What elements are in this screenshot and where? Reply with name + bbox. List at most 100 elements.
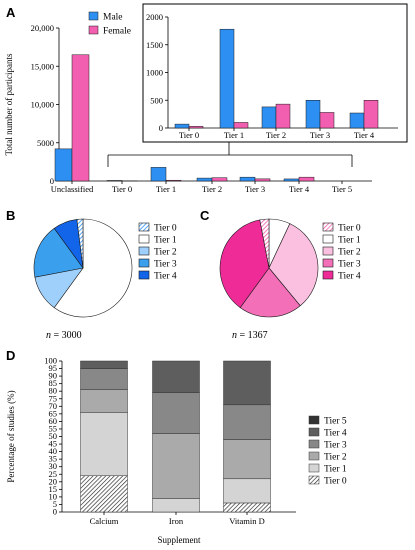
inset-bar-tier-2-female <box>275 103 291 129</box>
inset-bar-tier-1-male <box>219 28 235 129</box>
bar-tier-4-female <box>298 176 315 182</box>
legend-label-tier-2: Tier 2 <box>324 453 347 463</box>
legend-label-tier-0: Tier 0 <box>324 477 347 487</box>
y-tick-label: 5000 <box>37 138 54 148</box>
pie-slice-tier-4 <box>219 219 270 309</box>
pie-slice-tier-3 <box>239 267 301 318</box>
y-tick-label: 25 <box>49 469 58 479</box>
bar-tier-1-female <box>165 179 182 182</box>
y-tick-label: 75 <box>49 393 58 403</box>
y-tick-label: 80 <box>49 386 58 396</box>
y-tick-label: 0 <box>53 507 57 517</box>
inset-x-tick-label: Tier 3 <box>310 130 330 140</box>
legend-swatch-tier-1 <box>322 234 334 244</box>
panel-b-pie-chart: Tier 0 Tier 1 Tier 2 Tier 3 Tier 4 n = 3000 <box>33 218 177 341</box>
y-tick-label: 90 <box>49 371 58 381</box>
legend-swatch-tier-0 <box>308 475 320 485</box>
stack-vitamin-d-tier-4 <box>223 360 271 406</box>
inset-x-tick-label: Tier 0 <box>179 130 199 140</box>
legend-swatch-male <box>88 11 99 21</box>
legend-swatch-tier-1 <box>138 234 150 244</box>
legend-swatch-female <box>88 25 99 35</box>
sample-size-value: = 1367 <box>237 330 268 341</box>
x-axis-label: Supplement <box>158 535 201 545</box>
y-tick-label: 30 <box>49 461 58 471</box>
x-tick-label: Tier 0 <box>112 184 132 194</box>
stack-calcium-tier-0 <box>80 475 128 513</box>
y-axis-label: Percentage of studies (%) <box>6 390 16 482</box>
x-tick-label: Tier 1 <box>156 184 176 194</box>
legend-swatch-tier-3 <box>322 258 334 268</box>
legend-swatch-tier-5 <box>308 415 320 425</box>
inset-bar-tier-4-male <box>349 112 365 129</box>
pie-slice-tier-0 <box>76 218 84 269</box>
sample-size-value: = 3000 <box>51 330 82 341</box>
x-tick-label: Tier 4 <box>289 184 310 194</box>
inset-y-tick-label: 1500 <box>146 40 163 50</box>
y-tick-label: 20 <box>49 476 58 486</box>
legend-label-female: Female <box>103 27 131 37</box>
legend-swatch-tier-4 <box>308 427 320 437</box>
legend-label-tier-3: Tier 3 <box>338 260 361 270</box>
legend-label-tier-2: Tier 2 <box>154 248 177 258</box>
inset-y-tick-label: 500 <box>150 95 163 105</box>
legend-label-tier-1: Tier 1 <box>154 236 177 246</box>
legend-label-tier-0: Tier 0 <box>154 224 177 234</box>
legend-swatch-tier-4 <box>138 270 150 280</box>
inset-y-tick-label: 0 <box>159 123 163 133</box>
panel-label-a: A <box>6 5 16 20</box>
y-tick-label: 10,000 <box>31 100 54 110</box>
panel-a-inset-chart: 0 500 1000 1500 2000 Tier 0 Tier 1 Tier 2 Tier 3… <box>142 3 408 143</box>
stack-calcium-tier-1 <box>80 412 128 477</box>
inset-bar-tier-3-male <box>305 100 321 129</box>
panel-label-b: B <box>6 208 15 223</box>
stack-iron-tier-4 <box>152 360 200 393</box>
stack-vitamin-d-tier-0 <box>223 502 271 513</box>
y-tick-label: 20,000 <box>31 23 54 33</box>
inset-bar-tier-4-female <box>363 100 379 129</box>
pie-slice-tier-3 <box>33 227 84 278</box>
stack-iron-tier-3 <box>152 392 200 434</box>
x-tick-label: Calcium <box>90 516 119 526</box>
x-tick-label: Vitamin D <box>229 516 265 526</box>
legend-swatch-tier-1 <box>308 463 320 473</box>
x-tick-label: Tier 5 <box>332 184 352 194</box>
stack-iron-tier-2 <box>152 433 200 499</box>
legend-label-tier-4: Tier 4 <box>154 272 177 282</box>
bar-tier-0-male <box>106 180 123 182</box>
bar-unclassified-male <box>54 148 73 182</box>
y-tick-label: 60 <box>49 416 58 426</box>
pie-slice-tier-1 <box>53 218 133 318</box>
legend-swatch-tier-2 <box>308 451 320 461</box>
legend-swatch-tier-2 <box>138 246 150 256</box>
x-tick-label: Iron <box>169 516 184 526</box>
sample-size-symbol: n <box>232 330 237 341</box>
legend-swatch-tier-3 <box>308 439 320 449</box>
y-tick-label: 70 <box>49 401 58 411</box>
inset-bar-tier-3-female <box>319 112 335 129</box>
inset-x-tick-label: Tier 1 <box>224 130 244 140</box>
y-axis-label: Total number of participants <box>4 53 14 156</box>
legend-label-tier-3: Tier 3 <box>324 441 347 451</box>
inset-bar-tier-0-female <box>188 126 204 129</box>
bar-tier-3-female <box>254 178 271 182</box>
legend-label-tier-4: Tier 4 <box>338 272 361 282</box>
legend-swatch-tier-0 <box>322 222 334 232</box>
panel-label-d: D <box>6 348 15 363</box>
inset-bar-tier-1-female <box>233 122 249 129</box>
y-tick-label: 15 <box>49 484 58 494</box>
sample-size-symbol: n <box>46 330 51 341</box>
inset-x-tick-label: Tier 2 <box>266 130 286 140</box>
legend-label-tier-3: Tier 3 <box>154 260 177 270</box>
x-tick-label: Tier 2 <box>202 184 222 194</box>
inset-bar-tier-2-male <box>261 106 277 129</box>
panel-label-c: C <box>200 208 210 223</box>
stack-vitamin-d-tier-2 <box>223 439 271 480</box>
x-tick-label: Unclassified <box>51 184 94 194</box>
legend-label-tier-1: Tier 1 <box>324 465 347 475</box>
legend-swatch-tier-2 <box>322 246 334 256</box>
y-tick-label: 0 <box>50 176 54 186</box>
legend-label-male: Male <box>103 13 123 23</box>
